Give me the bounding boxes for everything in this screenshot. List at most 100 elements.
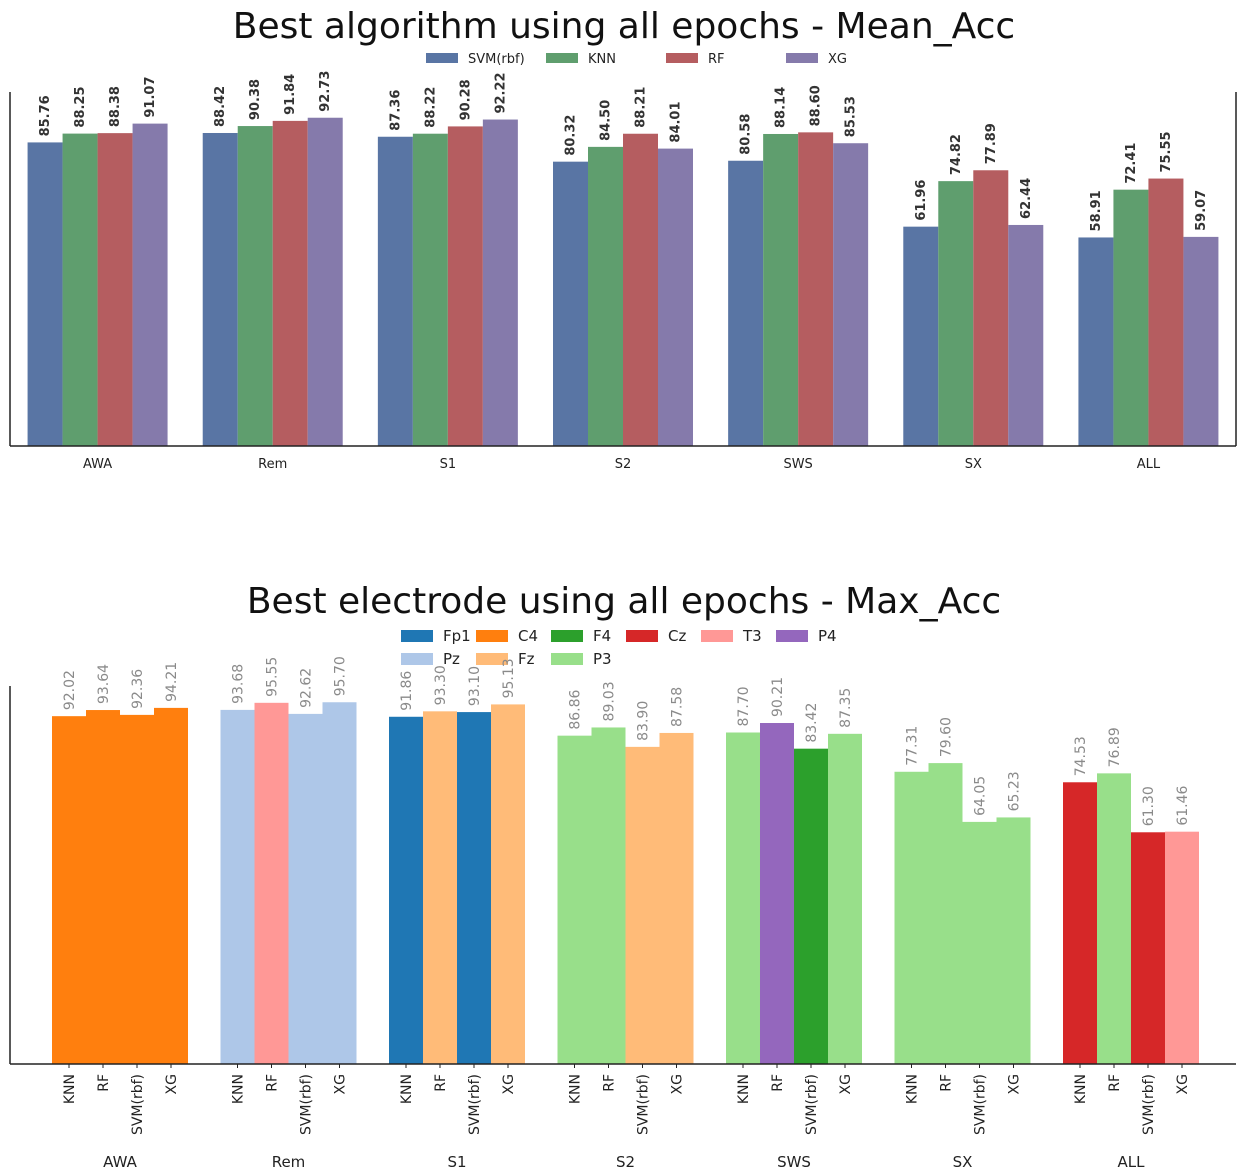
legend-algorithms: SVM(rbf) KNN RF XG xyxy=(426,52,847,67)
bar-s2-knn xyxy=(557,735,592,1064)
legend-swatch-c4 xyxy=(476,630,508,642)
model-tick-s1-rf: RF xyxy=(433,1074,449,1092)
value-label-all-svm-rbf: 58.91 xyxy=(1089,190,1104,231)
value-label-s1-svm-rbf: 87.36 xyxy=(388,90,403,131)
bar-sws-xg xyxy=(828,733,862,1064)
bar-sx-xg xyxy=(996,817,1031,1064)
legend-swatch-pz xyxy=(401,653,433,665)
legend-swatch-t3 xyxy=(701,630,733,642)
value-label-all-knn: 74.53 xyxy=(1073,736,1089,776)
legend-label-fz: Fz xyxy=(518,650,535,668)
value-label-sws-svm-rbf: 83.42 xyxy=(804,703,820,743)
bar-s1-xg xyxy=(491,704,525,1064)
category-label-s2: S2 xyxy=(616,1153,635,1171)
value-label-sws-rf: 88.60 xyxy=(809,85,824,126)
value-label-awa-knn: 88.25 xyxy=(73,86,88,127)
legend-label-xg: XG xyxy=(828,52,847,67)
legend-label-f4: F4 xyxy=(593,627,611,645)
value-label-rem-svm-rbf: 92.62 xyxy=(299,668,315,708)
value-label-s1-knn: 88.22 xyxy=(423,87,438,128)
value-label-s1-svm-rbf: 93.10 xyxy=(467,666,483,706)
bar-sx-svm-rbf xyxy=(962,821,997,1064)
bar-rem-xg xyxy=(322,702,357,1064)
model-tick-s2-xg: XG xyxy=(670,1074,686,1094)
model-tick-sws-svm-rbf: SVM(rbf) xyxy=(804,1074,820,1135)
model-tick-s2-svm-rbf: SVM(rbf) xyxy=(636,1074,652,1135)
value-label-rem-knn: 93.68 xyxy=(231,664,247,704)
category-label-s2: S2 xyxy=(615,457,632,472)
bar-rem-knn xyxy=(237,126,273,446)
value-label-awa-xg: 91.07 xyxy=(143,76,158,117)
model-tick-awa-knn: KNN xyxy=(62,1074,78,1104)
value-label-awa-svm-rbf: 85.76 xyxy=(38,95,53,136)
model-tick-s1-knn: KNN xyxy=(399,1074,415,1104)
model-tick-sws-knn: KNN xyxy=(736,1074,752,1104)
model-tick-s1-xg: XG xyxy=(501,1074,517,1094)
bar-rem-svm-rbf xyxy=(202,132,238,446)
bar-awa-rf xyxy=(97,133,133,446)
category-label-sx: SX xyxy=(965,457,982,472)
bar-s1-knn xyxy=(389,716,423,1064)
bar-sws-rf xyxy=(760,723,794,1064)
value-label-rem-xg: 95.70 xyxy=(333,656,349,696)
bar-s2-rf xyxy=(591,727,626,1064)
value-label-rem-rf: 91.84 xyxy=(283,74,298,115)
bar-s1-svm-rbf xyxy=(457,712,491,1064)
chart-max-acc: Best electrode using all epochs - Max_Ac… xyxy=(9,581,1236,1171)
bar-s2-svm-rbf xyxy=(625,746,660,1064)
value-label-s1-xg: 95.13 xyxy=(501,658,517,698)
model-tick-all-rf: RF xyxy=(1107,1074,1123,1092)
legend-label-p4: P4 xyxy=(818,627,837,645)
category-label-rem: Rem xyxy=(258,457,287,472)
value-label-all-rf: 75.55 xyxy=(1159,131,1174,172)
bar-sx-rf xyxy=(928,763,963,1064)
bar-s2-xg xyxy=(659,732,694,1064)
category-label-sx: SX xyxy=(953,1153,973,1171)
bar-awa-rf xyxy=(86,710,120,1064)
model-tick-awa-rf: RF xyxy=(96,1074,112,1092)
bar-s1-knn xyxy=(412,133,448,446)
legend-label-cz: Cz xyxy=(668,627,686,645)
legend-swatch-fz xyxy=(476,653,508,665)
value-label-s1-rf: 93.30 xyxy=(433,665,449,705)
model-tick-s2-knn: KNN xyxy=(568,1074,584,1104)
bar-s2-svm-rbf xyxy=(553,161,588,446)
bar-sws-svm-rbf xyxy=(794,748,828,1064)
value-label-s1-rf: 90.28 xyxy=(458,79,473,120)
category-label-rem: Rem xyxy=(272,1153,306,1171)
value-label-sx-knn: 77.31 xyxy=(905,726,921,766)
value-label-sx-svm-rbf: 61.96 xyxy=(914,180,929,221)
bar-sws-knn xyxy=(726,732,760,1064)
model-tick-sws-xg: XG xyxy=(838,1074,854,1094)
legend-swatch-fp1 xyxy=(401,630,433,642)
value-label-sws-knn: 87.70 xyxy=(736,686,752,726)
legend-label-fp1: Fp1 xyxy=(443,627,471,645)
value-label-awa-knn: 92.02 xyxy=(62,670,78,710)
model-tick-all-xg: XG xyxy=(1175,1074,1191,1094)
category-label-s1: S1 xyxy=(440,457,457,472)
model-tick-all-knn: KNN xyxy=(1073,1074,1089,1104)
value-label-awa-rf: 93.64 xyxy=(96,664,112,704)
bar-sws-svm-rbf xyxy=(728,160,764,446)
value-label-awa-xg: 94.21 xyxy=(164,662,180,702)
legend-label-rf: RF xyxy=(708,52,725,67)
value-label-all-xg: 61.46 xyxy=(1175,786,1191,826)
bar-awa-xg xyxy=(154,707,188,1064)
value-label-s2-svm-rbf: 80.32 xyxy=(564,115,579,156)
bar-all-knn xyxy=(1113,189,1149,447)
bar-s1-svm-rbf xyxy=(377,136,413,446)
value-label-rem-svm-rbf: 88.42 xyxy=(213,86,228,127)
bar-rem-rf xyxy=(272,120,308,446)
bar-all-rf xyxy=(1097,773,1131,1064)
value-label-sx-rf: 77.89 xyxy=(984,123,999,164)
model-tick-sx-rf: RF xyxy=(939,1074,955,1092)
legend-label-p3: P3 xyxy=(593,650,612,668)
model-tick-all-svm-rbf: SVM(rbf) xyxy=(1141,1074,1157,1135)
value-label-rem-xg: 92.73 xyxy=(318,71,333,112)
bar-all-rf xyxy=(1148,178,1184,447)
category-label-awa: AWA xyxy=(83,457,112,472)
value-label-sx-rf: 79.60 xyxy=(939,717,955,757)
legend-label-knn: KNN xyxy=(588,52,616,67)
bar-awa-knn xyxy=(62,133,98,446)
